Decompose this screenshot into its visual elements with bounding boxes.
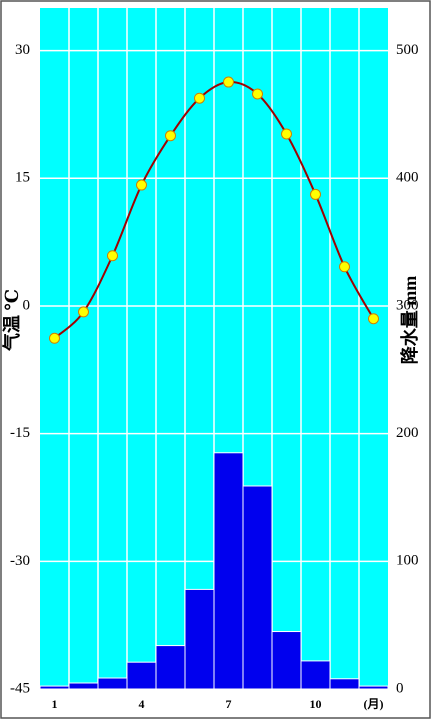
temp-point: [136, 179, 147, 191]
temp-point: [281, 128, 292, 140]
y2-axis-title: 降水量 mm: [399, 276, 420, 365]
y2-tick-label: 100: [396, 553, 419, 569]
precip-bar: [68, 682, 99, 690]
precip-bar: [213, 452, 244, 690]
temp-point: [223, 76, 234, 88]
y-tick-label: 15: [15, 170, 30, 186]
x-tick-label: 7: [226, 697, 232, 711]
precip-bar: [97, 677, 128, 690]
x-tick-label: 10: [310, 697, 322, 711]
precip-bar: [39, 685, 70, 690]
y2-tick-label: 200: [396, 425, 419, 441]
y2-tick-label: 400: [396, 170, 419, 186]
y2-tick-label: 0: [396, 680, 404, 696]
precip-bar: [329, 678, 360, 690]
y-axis-title: 气温 ℃: [1, 289, 22, 352]
precip-bar: [242, 485, 273, 690]
temp-point: [107, 250, 118, 262]
temp-point: [310, 188, 321, 200]
x-tick-label: (月): [364, 697, 384, 711]
temp-point: [252, 88, 263, 100]
y-tick-label: 0: [23, 297, 31, 313]
x-tick-label: 1: [52, 697, 58, 711]
y-tick-label: -30: [10, 553, 30, 569]
precip-bar: [126, 661, 157, 690]
temp-point: [78, 306, 89, 318]
y-tick-label: -45: [10, 680, 30, 696]
x-tick-label: 4: [139, 697, 145, 711]
temp-point: [165, 130, 176, 142]
precip-bar: [271, 631, 302, 690]
temp-point: [339, 261, 350, 273]
y-tick-label: -15: [10, 425, 30, 441]
temp-point: [368, 313, 379, 325]
y2-tick-label: 500: [396, 42, 419, 58]
y-tick-label: 30: [15, 42, 30, 58]
y2-tick-label: 300: [396, 297, 419, 313]
temp-point: [194, 92, 205, 104]
precip-bar: [300, 660, 331, 690]
precip-bar: [184, 588, 215, 690]
precip-bar: [358, 685, 389, 690]
temp-point: [49, 332, 60, 344]
precip-bar: [155, 645, 186, 690]
